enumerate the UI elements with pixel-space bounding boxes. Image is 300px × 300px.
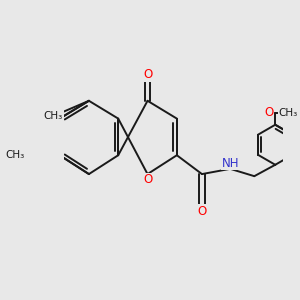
Text: CH₃: CH₃: [278, 108, 298, 118]
Text: O: O: [197, 205, 207, 218]
Text: NH: NH: [221, 157, 239, 170]
Text: CH₃: CH₃: [43, 111, 62, 121]
Text: CH₃: CH₃: [5, 150, 25, 160]
Text: O: O: [143, 68, 152, 81]
Text: O: O: [264, 106, 273, 119]
Text: O: O: [143, 173, 152, 186]
